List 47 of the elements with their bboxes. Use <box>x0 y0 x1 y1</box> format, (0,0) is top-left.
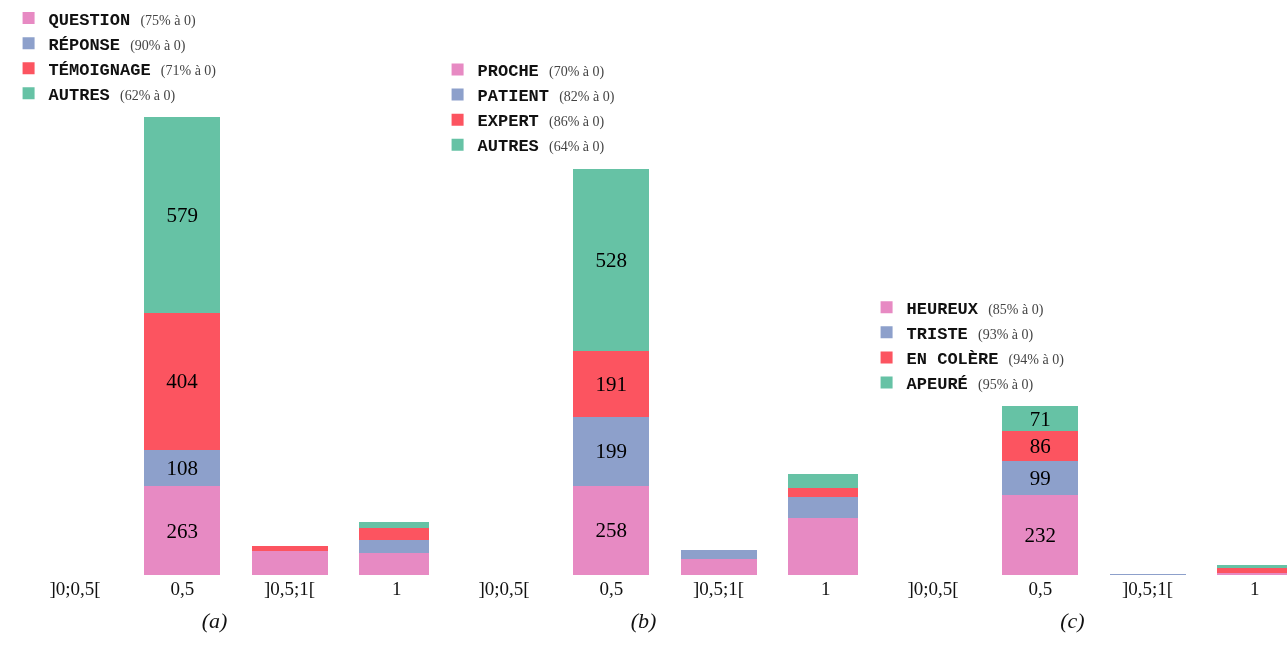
data-label: 86 <box>1029 433 1051 458</box>
data-label: 232 <box>1024 522 1057 547</box>
data-label: 258 <box>595 518 628 543</box>
data-label: 404 <box>166 369 199 394</box>
x-tick-label: 0,5 <box>170 578 195 599</box>
data-label: 263 <box>166 518 199 543</box>
bar <box>144 486 221 575</box>
legend-label: AUTRES (62% à 0) <box>48 85 176 105</box>
x-tick-label: ]0;0,5[ <box>907 578 959 599</box>
x-tick-label: ]0,5;1[ <box>692 578 745 599</box>
x-tick-label: ]0;0,5[ <box>478 578 530 599</box>
legend-label: PATIENT (82% à 0) <box>477 87 615 107</box>
data-label: 199 <box>595 439 628 464</box>
x-axis-title: (a) <box>201 607 228 633</box>
x-axis-title: (b) <box>630 607 657 633</box>
legend-label: TÉMOIGNAGE (71% à 0) <box>48 60 217 80</box>
legend-label: HEUREUX (85% à 0) <box>906 299 1044 319</box>
legend-label: APEURÉ (95% à 0) <box>906 375 1034 395</box>
legend-label: RÉPONSE (90% à 0) <box>48 35 186 55</box>
x-axis-title: (c) <box>1060 607 1085 633</box>
bar <box>680 559 757 575</box>
x-tick-label: ]0;0,5[ <box>49 578 101 599</box>
bar <box>251 551 328 575</box>
x-tick-label: 1 <box>821 578 831 599</box>
x-tick-label: 0,5 <box>599 578 624 599</box>
x-tick-label: 1 <box>392 578 402 599</box>
bar <box>1002 460 1079 495</box>
legend-label: TRISTE (93% à 0) <box>906 324 1034 344</box>
bar <box>144 312 221 450</box>
bar <box>573 485 650 575</box>
legend-label: EXPERT (86% à 0) <box>477 112 605 132</box>
legend-label: QUESTION (75% à 0) <box>48 10 196 30</box>
x-tick-label: 1 <box>1250 578 1260 599</box>
legend-label: PROCHE (70% à 0) <box>477 62 605 82</box>
data-label: 191 <box>595 372 628 397</box>
legend-label: AUTRES (64% à 0) <box>477 137 605 157</box>
data-label: 579 <box>166 202 199 227</box>
data-label: 108 <box>166 455 199 480</box>
x-tick-label: 0,5 <box>1028 578 1053 599</box>
bar <box>680 549 757 560</box>
x-tick-label: ]0,5;1[ <box>263 578 316 599</box>
legend-label: EN COLÈRE (94% à 0) <box>906 350 1065 370</box>
data-label: 528 <box>595 247 628 272</box>
data-label: 71 <box>1029 406 1051 431</box>
x-tick-label: ]0,5;1[ <box>1121 578 1174 599</box>
bar <box>573 417 650 486</box>
data-label: 99 <box>1029 465 1051 490</box>
